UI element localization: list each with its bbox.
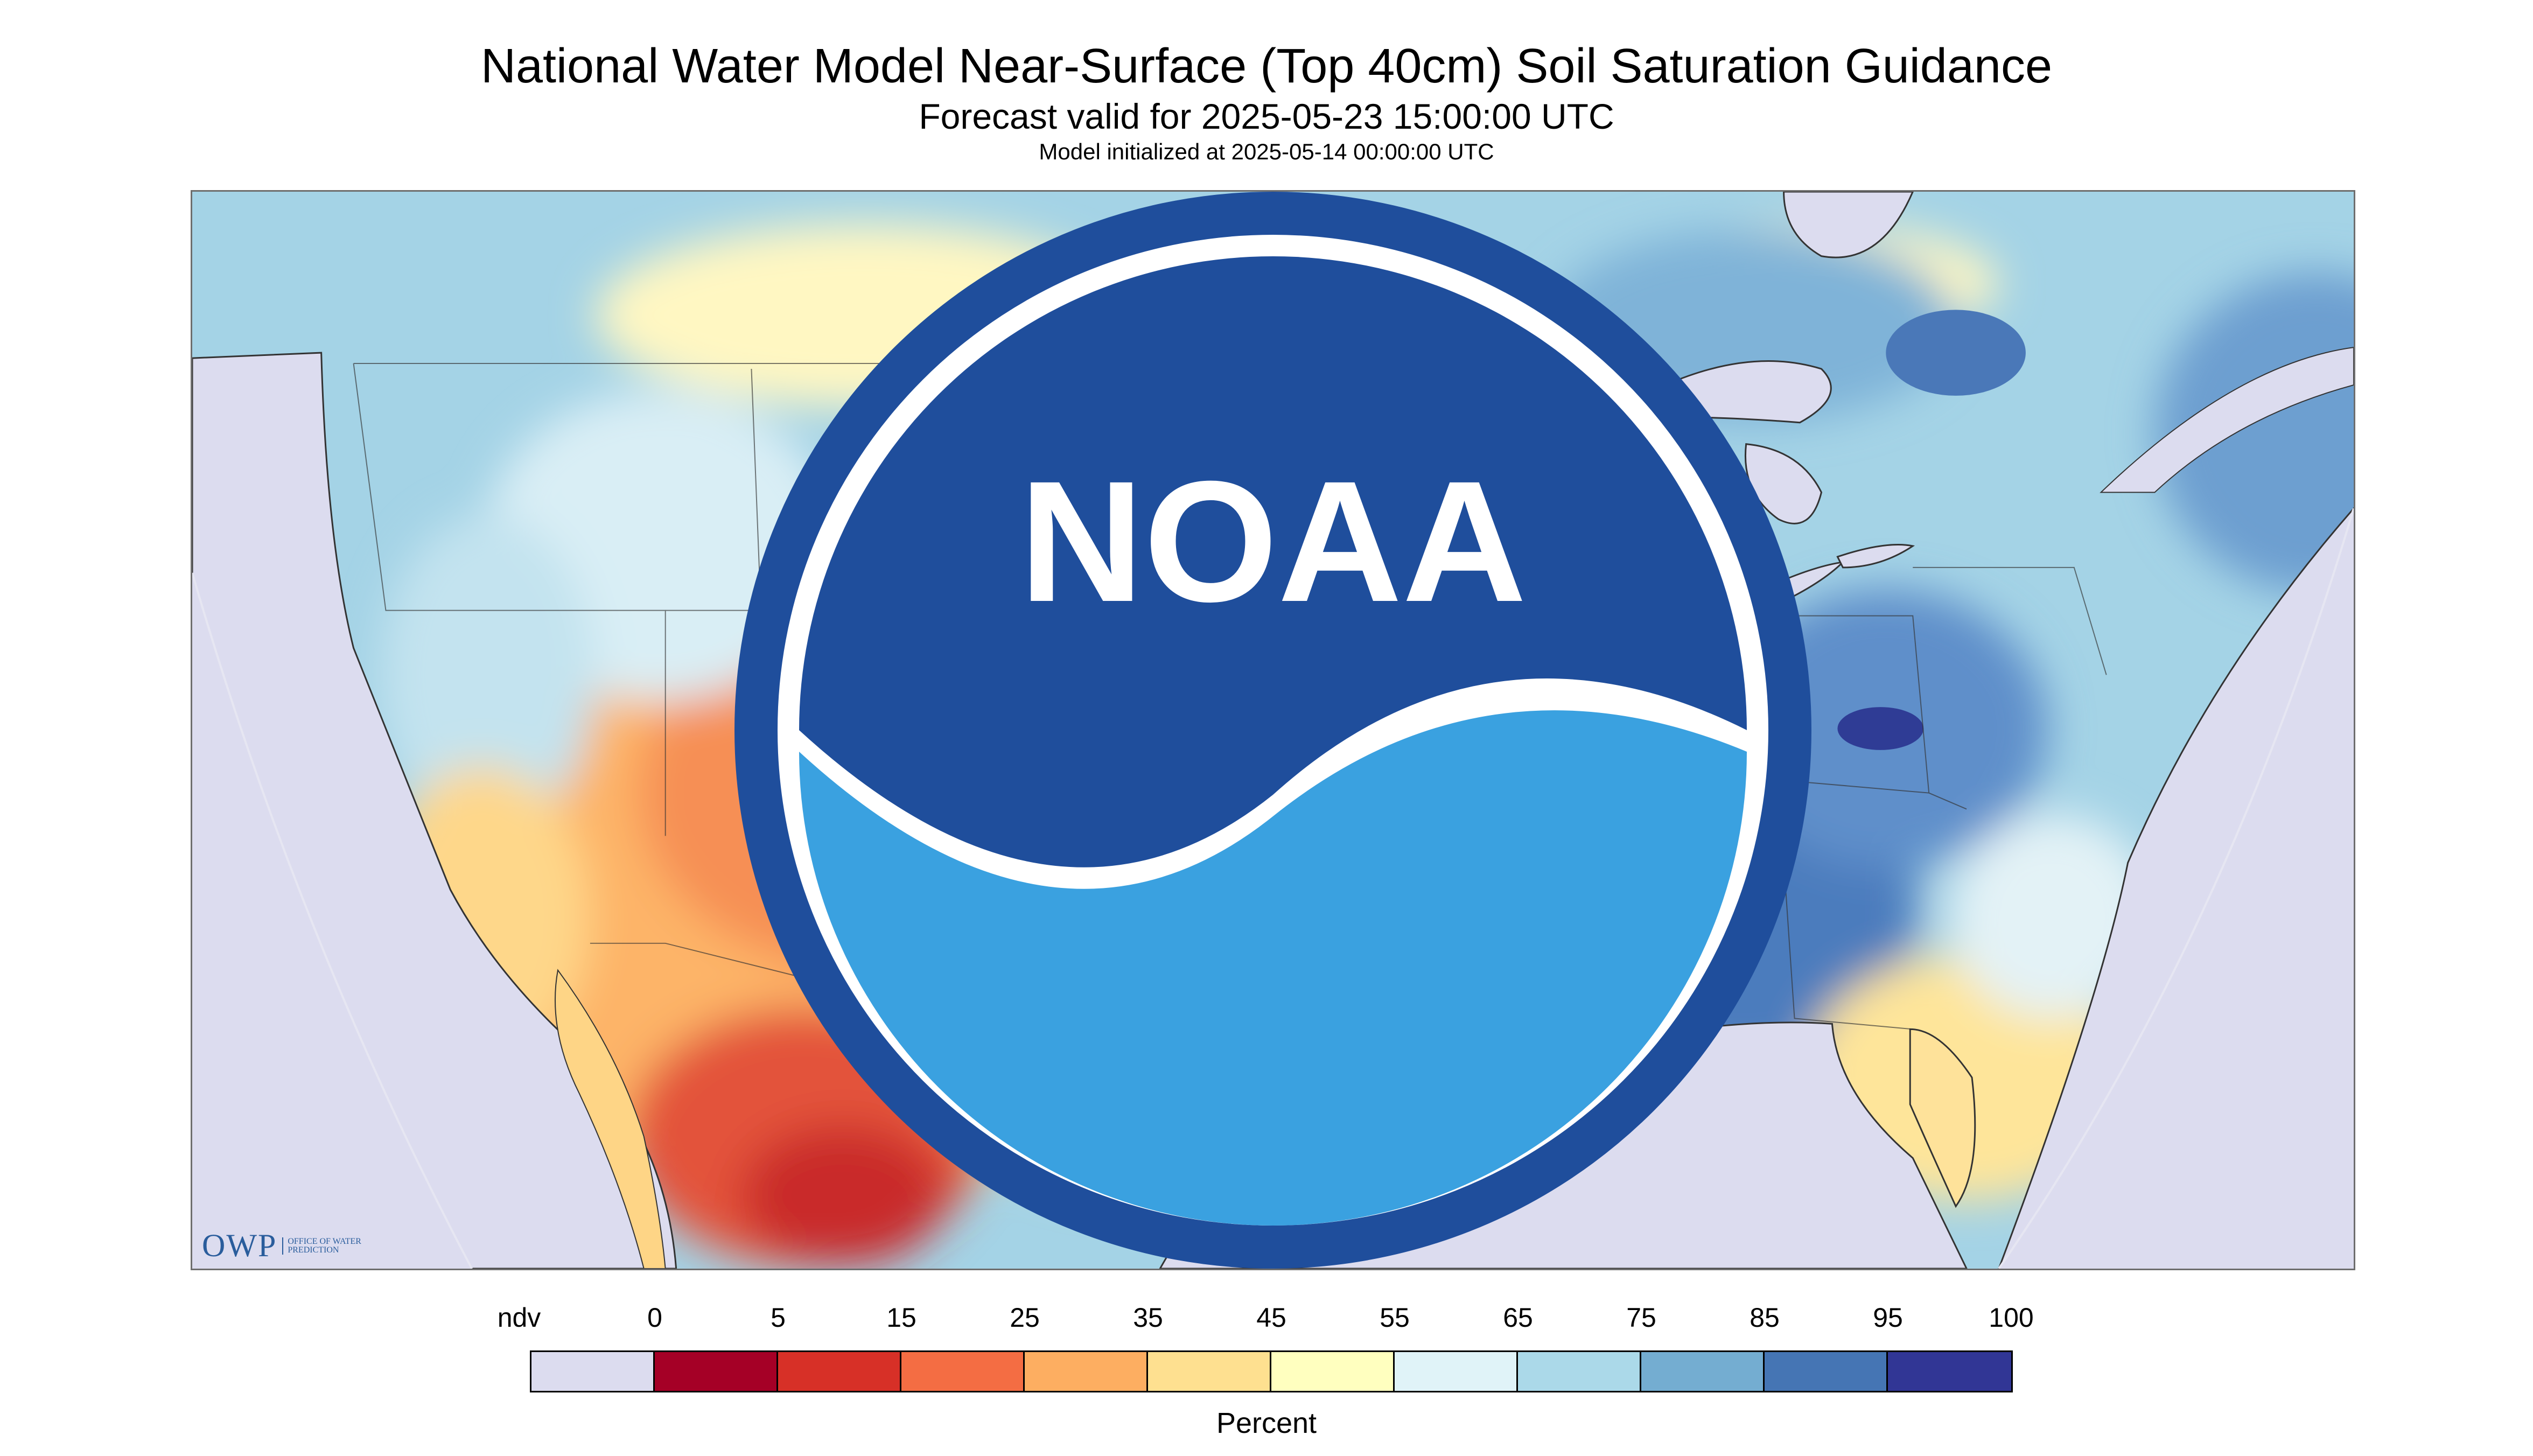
legend-tick-label: 100: [1989, 1303, 2034, 1333]
legend-swatch: [1765, 1352, 1888, 1391]
projection-edge-east: [1998, 508, 2354, 1269]
legend-swatch: [1148, 1352, 1271, 1391]
saturated-patch: [1886, 310, 2026, 396]
legend-swatch: [1888, 1352, 2011, 1391]
model-init-time: Model initialized at 2025-05-14 00:00:00…: [1039, 139, 1494, 164]
legend-tick-label: 15: [886, 1303, 916, 1333]
projection-edge-west: [192, 572, 473, 1269]
legend-tick-label: 45: [1256, 1303, 1286, 1333]
legend-swatch: [1025, 1352, 1148, 1391]
legend-tick-label: 85: [1750, 1303, 1780, 1333]
legend-swatch: [531, 1352, 655, 1391]
legend-tick-label: 75: [1626, 1303, 1656, 1333]
legend-unit-label: Percent: [1216, 1407, 1317, 1439]
map-title: National Water Model Near-Surface (Top 4…: [480, 39, 2052, 93]
forecast-valid-time: Forecast valid for 2025-05-23 15:00:00 U…: [919, 96, 1614, 136]
legend-swatch: [778, 1352, 901, 1391]
owp-subtitle: Office of Water Prediction: [282, 1237, 368, 1255]
owp-wordmark: OWP: [202, 1228, 277, 1263]
legend-colorbar: [530, 1350, 2013, 1392]
svg-text:NOAA: NOAA: [1019, 445, 1527, 638]
soil-saturation-map: OWP Office of Water Prediction NOAA: [191, 190, 2355, 1270]
legend-swatch: [1271, 1352, 1395, 1391]
noaa-logo: NOAA: [734, 192, 1811, 1269]
legend-swatch: [1395, 1352, 1518, 1391]
legend-tick-label: 0: [647, 1303, 662, 1333]
legend-tick-label: 95: [1873, 1303, 1903, 1333]
legend-swatch: [1518, 1352, 1641, 1391]
lake-superior: [1664, 360, 1832, 424]
legend-tick-label: 55: [1380, 1303, 1410, 1333]
legend-swatch: [1641, 1352, 1765, 1391]
owp-logo: OWP Office of Water Prediction: [202, 1227, 368, 1264]
hudson-bay: [1783, 192, 1914, 258]
legend-tick-label: 65: [1503, 1303, 1533, 1333]
legend-swatch: [901, 1352, 1025, 1391]
legend-tick-label: 25: [1010, 1303, 1040, 1333]
legend-swatch: [655, 1352, 778, 1391]
legend-tick-label: 5: [771, 1303, 786, 1333]
baja-california: [554, 969, 666, 1269]
lake-ontario: [1836, 544, 1915, 569]
legend-tick-label: ndv: [497, 1303, 541, 1333]
florida: [1909, 1028, 1976, 1208]
legend-tick-labels: ndv 0 5 15 25 35 45 55 65 75 85 95 100: [0, 1302, 2533, 1340]
legend-tick-label: 35: [1133, 1303, 1163, 1333]
st-lawrence-gulf: [2100, 346, 2354, 493]
saturated-patch: [1837, 707, 1924, 750]
